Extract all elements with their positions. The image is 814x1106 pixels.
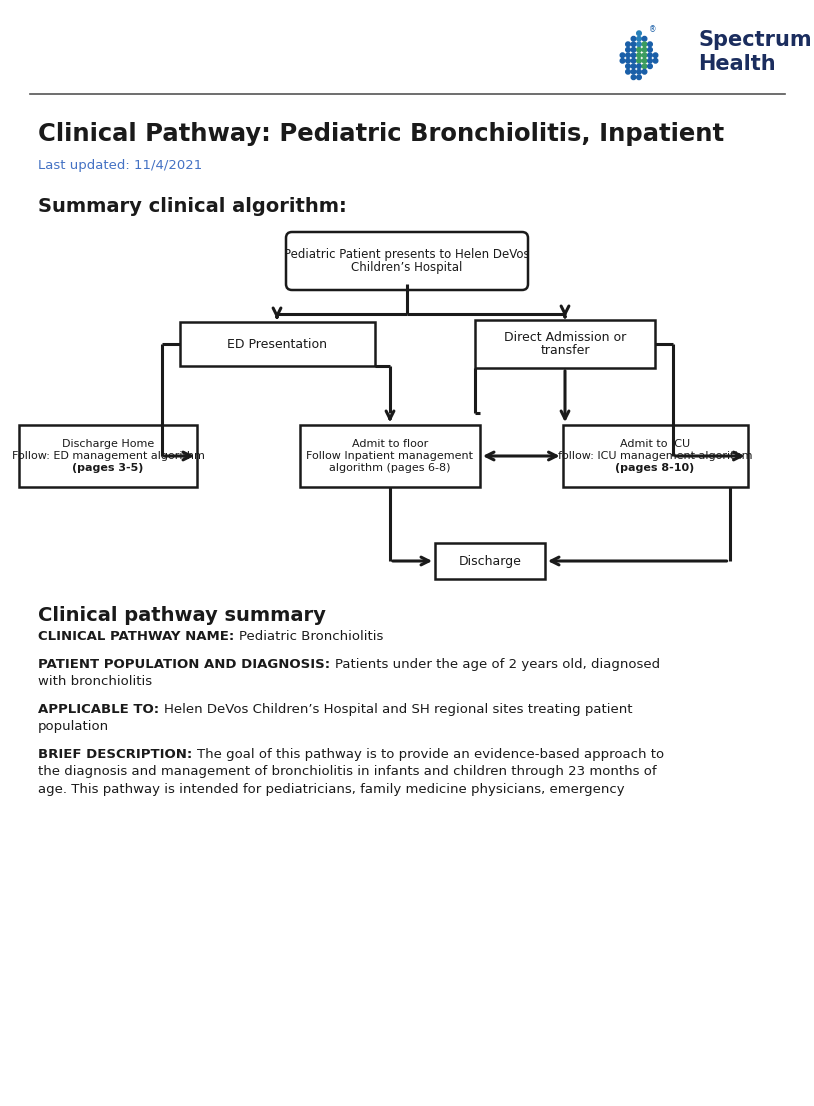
Circle shape xyxy=(637,53,641,58)
Circle shape xyxy=(648,59,652,63)
Circle shape xyxy=(626,70,630,74)
Circle shape xyxy=(626,42,630,46)
Text: Clinical Pathway: Pediatric Bronchiolitis, Inpatient: Clinical Pathway: Pediatric Bronchioliti… xyxy=(38,122,724,146)
Text: (pages 3-5): (pages 3-5) xyxy=(72,463,144,473)
Circle shape xyxy=(648,64,652,69)
Circle shape xyxy=(648,53,652,58)
Circle shape xyxy=(637,31,641,35)
Circle shape xyxy=(653,59,658,63)
Text: Helen DeVos Children’s Hospital and SH regional sites treating patient: Helen DeVos Children’s Hospital and SH r… xyxy=(164,702,632,716)
Circle shape xyxy=(637,70,641,74)
Text: ED Presentation: ED Presentation xyxy=(227,337,327,351)
Text: ®: ® xyxy=(650,24,657,34)
Circle shape xyxy=(637,75,641,80)
Text: with bronchiolitis: with bronchiolitis xyxy=(38,675,152,688)
Circle shape xyxy=(637,42,641,46)
Text: transfer: transfer xyxy=(540,344,590,357)
Text: BRIEF DESCRIPTION:: BRIEF DESCRIPTION: xyxy=(38,748,197,761)
Text: PATIENT POPULATION AND DIAGNOSIS:: PATIENT POPULATION AND DIAGNOSIS: xyxy=(38,658,335,670)
Circle shape xyxy=(620,53,625,58)
Bar xyxy=(180,322,374,366)
Text: the diagnosis and management of bronchiolitis in infants and children through 23: the diagnosis and management of bronchio… xyxy=(38,765,657,779)
Circle shape xyxy=(642,70,647,74)
Circle shape xyxy=(631,75,636,80)
Text: Discharge Home: Discharge Home xyxy=(62,439,154,449)
Circle shape xyxy=(631,48,636,52)
Text: Admit to floor: Admit to floor xyxy=(352,439,428,449)
FancyBboxPatch shape xyxy=(286,232,528,290)
Text: Follow: ED management algorithm: Follow: ED management algorithm xyxy=(11,451,204,461)
Bar xyxy=(475,320,655,368)
Circle shape xyxy=(653,53,658,58)
Circle shape xyxy=(637,64,641,69)
Circle shape xyxy=(631,59,636,63)
Text: age. This pathway is intended for pediatricians, family medicine physicians, eme: age. This pathway is intended for pediat… xyxy=(38,783,624,796)
Text: algorithm (pages 6-8): algorithm (pages 6-8) xyxy=(329,463,451,473)
Circle shape xyxy=(642,36,647,41)
Text: population: population xyxy=(38,720,109,733)
Text: follow: ICU management algorithm: follow: ICU management algorithm xyxy=(558,451,752,461)
Circle shape xyxy=(642,48,647,52)
Text: Pediatric Bronchiolitis: Pediatric Bronchiolitis xyxy=(239,630,383,643)
Text: Children’s Hospital: Children’s Hospital xyxy=(352,261,462,274)
Text: Follow Inpatient management: Follow Inpatient management xyxy=(307,451,474,461)
Circle shape xyxy=(631,42,636,46)
Circle shape xyxy=(620,59,625,63)
Circle shape xyxy=(637,48,641,52)
Circle shape xyxy=(631,53,636,58)
Text: Direct Admission or: Direct Admission or xyxy=(504,331,626,344)
Circle shape xyxy=(626,48,630,52)
Bar xyxy=(300,425,480,487)
Circle shape xyxy=(631,70,636,74)
Circle shape xyxy=(626,53,630,58)
Text: (pages 8-10): (pages 8-10) xyxy=(615,463,694,473)
Circle shape xyxy=(642,59,647,63)
Circle shape xyxy=(637,36,641,41)
Circle shape xyxy=(626,64,630,69)
Text: Last updated: 11/4/2021: Last updated: 11/4/2021 xyxy=(38,159,202,173)
Text: Clinical pathway summary: Clinical pathway summary xyxy=(38,606,326,625)
Bar xyxy=(19,425,197,487)
Circle shape xyxy=(631,64,636,69)
Circle shape xyxy=(642,42,647,46)
Circle shape xyxy=(642,64,647,69)
Circle shape xyxy=(642,53,647,58)
Text: The goal of this pathway is to provide an evidence-based approach to: The goal of this pathway is to provide a… xyxy=(197,748,664,761)
Text: Summary clinical algorithm:: Summary clinical algorithm: xyxy=(38,197,347,216)
Text: Pediatric Patient presents to Helen DeVos: Pediatric Patient presents to Helen DeVo… xyxy=(284,248,530,261)
Circle shape xyxy=(648,48,652,52)
Text: Patients under the age of 2 years old, diagnosed: Patients under the age of 2 years old, d… xyxy=(335,658,660,670)
Bar xyxy=(562,425,747,487)
Text: Discharge: Discharge xyxy=(458,554,522,567)
Text: CLINICAL PATHWAY NAME:: CLINICAL PATHWAY NAME: xyxy=(38,630,239,643)
Text: Admit to ICU: Admit to ICU xyxy=(620,439,690,449)
Circle shape xyxy=(626,59,630,63)
Text: APPLICABLE TO:: APPLICABLE TO: xyxy=(38,702,164,716)
Circle shape xyxy=(637,59,641,63)
Text: Spectrum
Health: Spectrum Health xyxy=(698,30,812,74)
Circle shape xyxy=(648,42,652,46)
Circle shape xyxy=(631,36,636,41)
Bar xyxy=(435,543,545,580)
